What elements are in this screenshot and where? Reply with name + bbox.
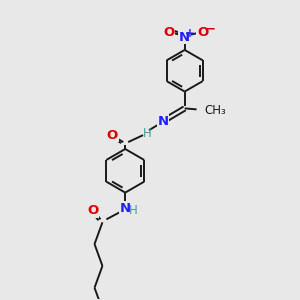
Text: H: H — [129, 204, 137, 217]
Text: N: N — [120, 202, 131, 215]
Text: N: N — [157, 115, 168, 128]
Text: −: − — [205, 22, 216, 36]
Text: H: H — [143, 127, 152, 140]
Text: O: O — [107, 129, 118, 142]
Text: O: O — [163, 26, 174, 39]
Text: O: O — [87, 204, 98, 217]
Text: O: O — [197, 26, 208, 39]
Text: CH₃: CH₃ — [205, 104, 226, 117]
Text: N: N — [179, 31, 190, 44]
Text: +: + — [185, 27, 195, 40]
